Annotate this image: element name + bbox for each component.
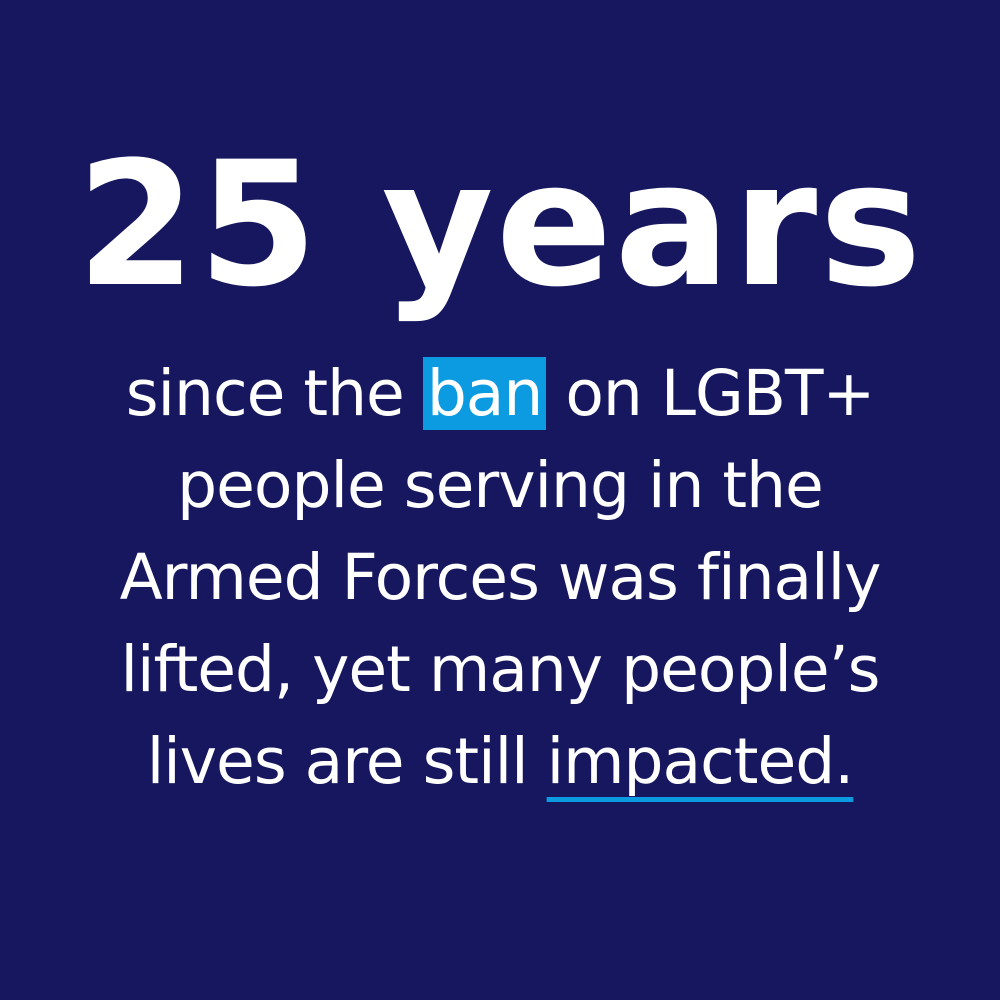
text-segment: on LGBT+: [565, 357, 875, 430]
text-segment: lives are still: [146, 725, 529, 798]
text-segment: since the: [125, 357, 405, 430]
headline: 25 years: [76, 124, 924, 325]
body-line-5: lives are still impacted.: [0, 716, 1000, 808]
body-line-3: Armed Forces was finally: [119, 541, 882, 614]
body-line-1: since the ban on LGBT+: [0, 348, 1000, 440]
underlined-word: impacted.: [546, 725, 855, 798]
highlighted-word: ban: [422, 357, 547, 430]
body-text: since the ban on LGBT+ people serving in…: [0, 348, 1000, 808]
body-line-4: lifted, yet many people’s: [120, 633, 881, 706]
body-line-2: people serving in the: [177, 449, 824, 522]
